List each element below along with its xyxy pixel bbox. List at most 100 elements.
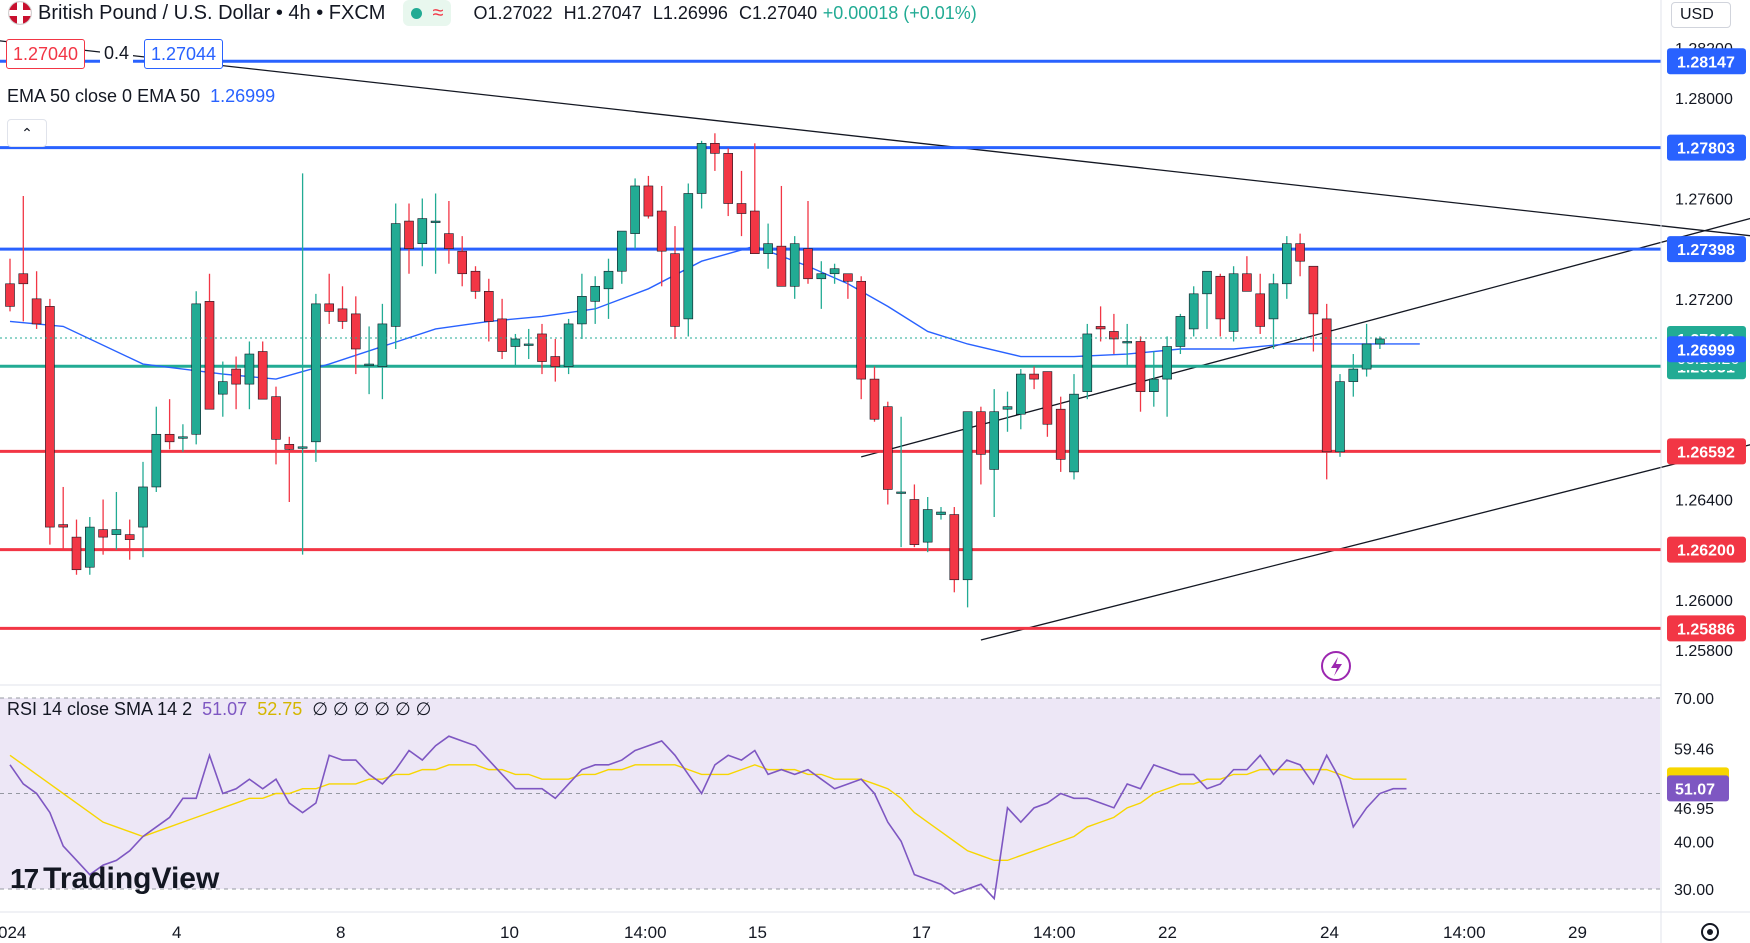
candle-body: [1042, 371, 1053, 425]
candle-body: [776, 245, 787, 287]
rsi-tick-label: 59.46: [1674, 741, 1714, 758]
symbol-header: British Pound / U.S. Dollar • 4h • FXCM …: [0, 0, 977, 26]
candle-body: [882, 406, 893, 490]
candle-body: [1375, 338, 1385, 345]
candle-body: [151, 433, 162, 488]
candle-body: [1242, 273, 1252, 292]
candle-body: [1175, 316, 1186, 347]
ema-legend-value: 1.26999: [210, 86, 276, 106]
time-tick-label: 8: [336, 923, 345, 942]
level-tag-support: 1.26592: [1677, 444, 1735, 461]
time-tick-label: 24: [1320, 923, 1339, 942]
rsi-tick-label: 70.00: [1674, 691, 1714, 708]
candle-body: [523, 343, 534, 346]
candle-body: [1109, 331, 1119, 340]
candle-body: [590, 285, 601, 302]
time-tick-label: 15: [748, 923, 767, 942]
candle-body: [31, 298, 42, 325]
candle-body: [231, 368, 241, 385]
candle-body: [710, 143, 720, 154]
candle-body: [816, 273, 827, 280]
ema-legend-label: EMA 50 close 0 EMA 50: [7, 86, 201, 106]
price-tick-label: 1.26000: [1675, 593, 1733, 610]
candle-body: [178, 436, 188, 439]
candle-body: [736, 203, 747, 214]
price-tag-ema-bg: [1667, 336, 1746, 363]
candle-body: [537, 333, 547, 362]
tradingview-logo-text: TradingView: [43, 862, 220, 895]
lightning-icon[interactable]: [1321, 651, 1351, 681]
buy-button[interactable]: 1.27044: [144, 39, 224, 69]
candle-body: [550, 356, 561, 367]
tradingview-logo[interactable]: 17 TradingView: [10, 862, 219, 896]
candle-body: [271, 396, 281, 440]
candle-body: [656, 210, 667, 252]
candle-body: [1308, 265, 1319, 315]
candle-body: [444, 233, 454, 249]
rsi-sma-line: [9, 754, 1407, 862]
price-tick-label: 1.25800: [1675, 643, 1733, 660]
level-tag-support-bg: [1667, 536, 1746, 563]
candle-body: [670, 253, 680, 327]
candle-body: [297, 446, 308, 449]
buy-price: 1.27044: [151, 44, 217, 64]
ema-50-line: [9, 245, 1420, 380]
candle-body: [85, 526, 95, 568]
candle-body: [1188, 293, 1199, 330]
candle-body: [204, 301, 215, 410]
candle-body: [1282, 243, 1292, 285]
candle-body: [1295, 243, 1305, 262]
level-tag-support: 1.26200: [1677, 543, 1735, 560]
currency-selector[interactable]: USD: [1671, 2, 1731, 28]
collapse-legend-button[interactable]: ⌃: [7, 119, 47, 147]
candle-body: [98, 529, 108, 538]
candle-body: [1082, 333, 1093, 392]
price-tick-label: 1.27200: [1675, 292, 1733, 309]
ohlc-open: O1.27022: [473, 2, 553, 23]
candle-body: [989, 411, 1000, 470]
candle-body: [1348, 368, 1359, 382]
rsi-value-tag: 51.07: [1675, 781, 1715, 798]
candle-body: [457, 250, 468, 275]
time-tick-label: 024: [0, 923, 26, 942]
rsi-legend-sma-value: 52.75: [257, 699, 303, 719]
candle-body: [364, 363, 374, 366]
price-tick-label: 1.28000: [1675, 91, 1733, 108]
level-tag-resistance: 1.28147: [1677, 54, 1735, 71]
time-tick-label: 29: [1568, 923, 1587, 942]
candle-body: [962, 411, 973, 581]
market-status[interactable]: ≈: [403, 0, 452, 26]
candle-body: [1268, 283, 1279, 320]
symbol-title[interactable]: British Pound / U.S. Dollar • 4h • FXCM: [38, 1, 386, 24]
gbp-flag-icon: [8, 1, 32, 25]
candle-body: [1228, 273, 1239, 332]
candle-body: [922, 509, 933, 543]
candle-body: [218, 381, 228, 395]
market-open-icon: [411, 7, 423, 19]
time-tick-label: 17: [912, 923, 931, 942]
time-tick-label: 22: [1158, 923, 1177, 942]
lightning-icon-bolt: [1331, 657, 1342, 676]
spread-label: 0.4: [100, 39, 134, 67]
rsi-tick-label: 40.00: [1674, 834, 1714, 851]
level-tag-support-bg: [1667, 615, 1746, 642]
candle-body: [1162, 346, 1172, 380]
candle-body: [58, 524, 69, 528]
level-tag-resistance: 1.27398: [1677, 242, 1735, 259]
ema-legend[interactable]: EMA 50 close 0 EMA 50 1.26999: [7, 86, 275, 107]
candle-body: [843, 273, 853, 282]
sell-button[interactable]: 1.27040: [6, 39, 86, 69]
candle-body: [1122, 341, 1132, 344]
settings-gear-icon[interactable]: [1701, 923, 1719, 941]
tradingview-mark-icon: 17: [10, 863, 39, 894]
level-tag-resistance-bg: [1667, 236, 1746, 263]
candle-body: [257, 351, 268, 400]
candle-body: [1002, 406, 1013, 410]
rsi-legend[interactable]: RSI 14 close SMA 14 2 51.07 52.75 ∅ ∅ ∅ …: [7, 699, 431, 720]
candle-body: [723, 153, 734, 204]
candle-body: [577, 296, 587, 325]
candle-body: [1069, 393, 1079, 473]
candle-body: [1135, 341, 1146, 392]
candle-body: [404, 220, 414, 249]
